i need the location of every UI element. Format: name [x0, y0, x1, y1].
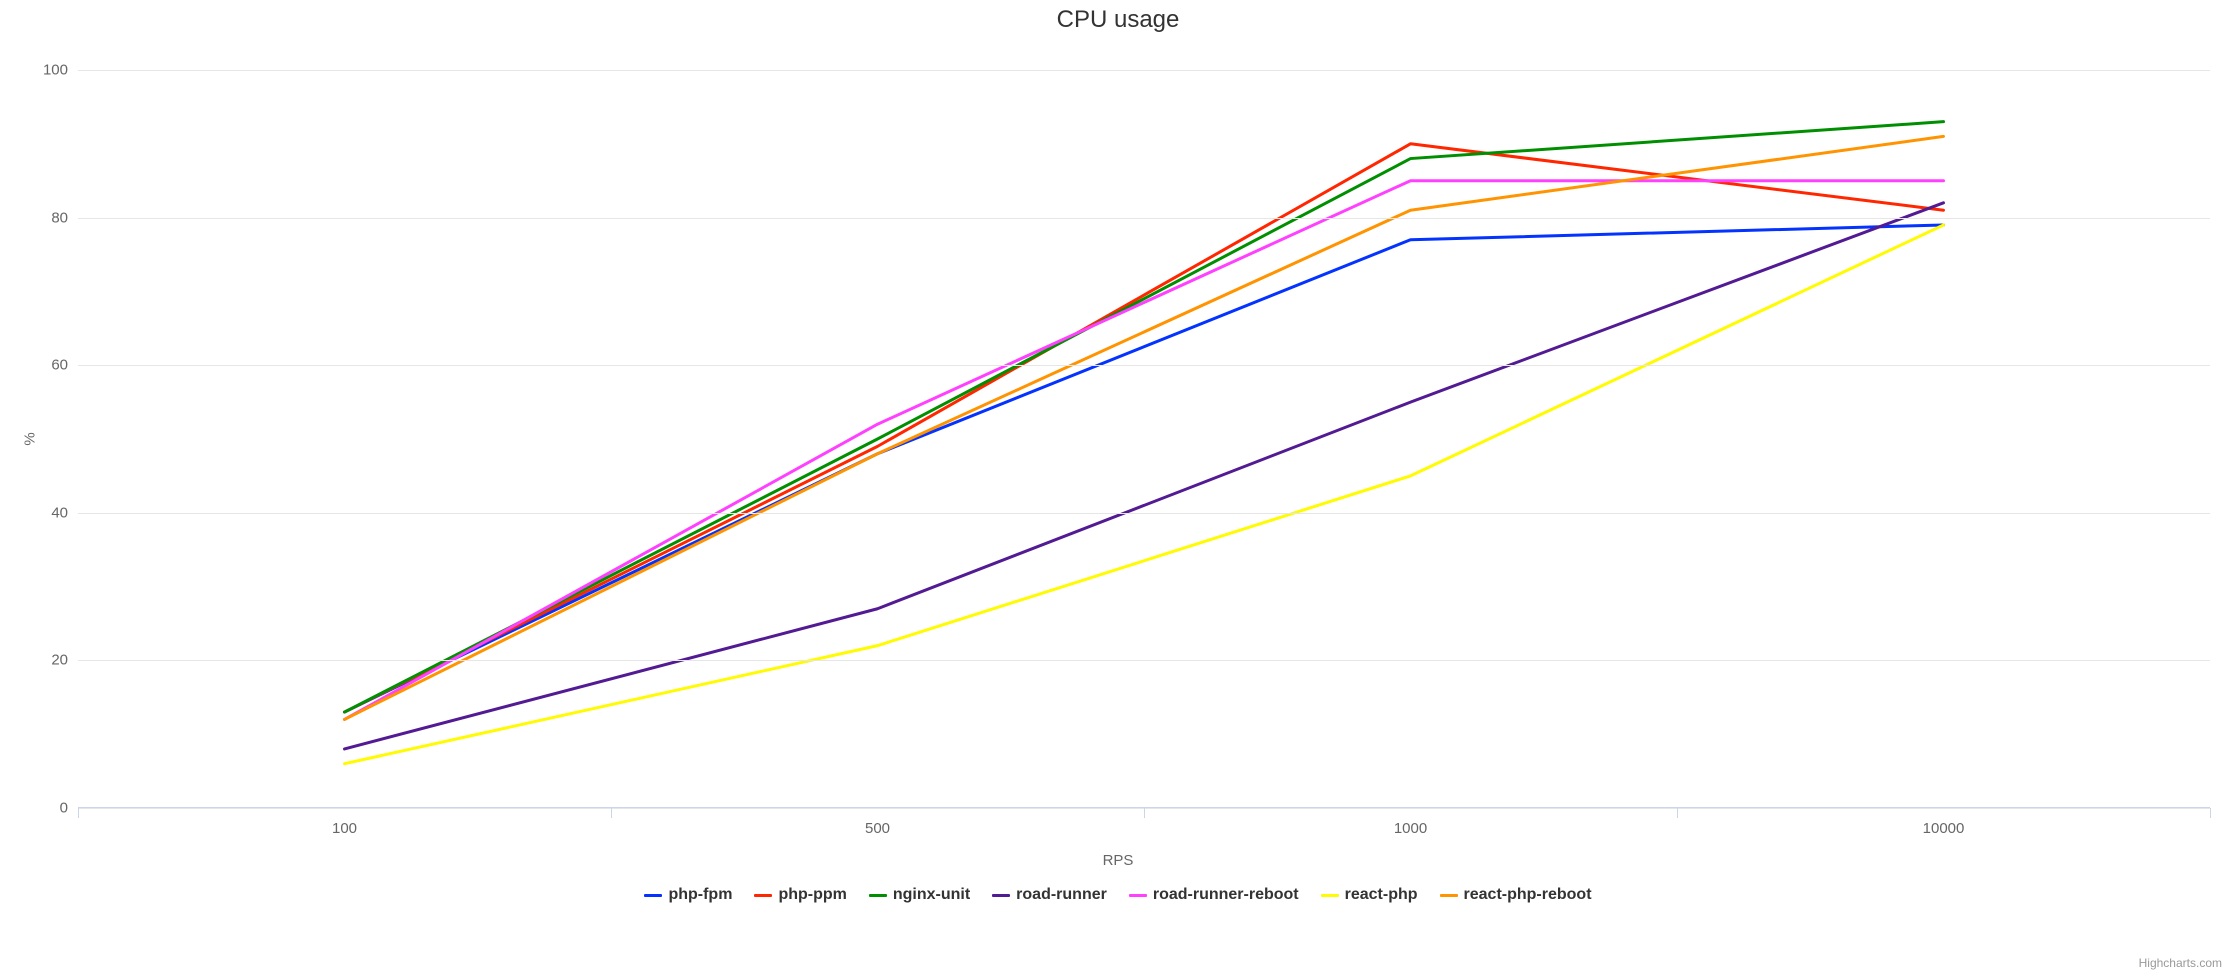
cpu-usage-chart: CPU usage % 020406080100100500100010000 …	[0, 0, 2236, 978]
y-tick-label: 100	[43, 62, 78, 79]
x-tick-label: 100	[332, 808, 357, 837]
legend-item[interactable]: php-ppm	[754, 886, 846, 904]
legend-swatch	[992, 894, 1010, 897]
y-tick-label: 40	[51, 504, 78, 521]
legend-swatch	[754, 894, 772, 897]
legend-label: react-php-reboot	[1464, 886, 1592, 904]
y-axis-title: %	[22, 432, 39, 445]
y-tick-label: 80	[51, 209, 78, 226]
legend-label: php-ppm	[778, 886, 846, 904]
chart-title: CPU usage	[0, 0, 2236, 34]
y-tick-label: 0	[60, 800, 78, 817]
legend-label: nginx-unit	[893, 886, 970, 904]
plot-area: 020406080100100500100010000	[78, 70, 2210, 808]
legend-item[interactable]: react-php-reboot	[1440, 886, 1592, 904]
legend-label: react-php	[1345, 886, 1418, 904]
legend-swatch	[869, 894, 887, 897]
x-tick-mark	[611, 808, 612, 818]
line-series-svg	[78, 70, 2210, 808]
x-tick-mark	[1677, 808, 1678, 818]
legend-item[interactable]: nginx-unit	[869, 886, 970, 904]
credits-link[interactable]: Highcharts.com	[2139, 956, 2222, 970]
legend-item[interactable]: php-fpm	[644, 886, 732, 904]
series-line[interactable]	[345, 181, 1944, 720]
legend-label: road-runner	[1016, 886, 1107, 904]
legend-label: php-fpm	[668, 886, 732, 904]
series-line[interactable]	[345, 225, 1944, 764]
legend-item[interactable]: react-php	[1321, 886, 1418, 904]
series-line[interactable]	[345, 144, 1944, 712]
grid-line	[78, 513, 2210, 514]
grid-line	[78, 365, 2210, 366]
legend-item[interactable]: road-runner-reboot	[1129, 886, 1299, 904]
series-line[interactable]	[345, 203, 1944, 749]
legend-swatch	[1321, 894, 1339, 897]
x-tick-label: 500	[865, 808, 890, 837]
grid-line	[78, 660, 2210, 661]
grid-line	[78, 218, 2210, 219]
x-tick-mark	[1144, 808, 1145, 818]
series-line[interactable]	[345, 136, 1944, 719]
grid-line	[78, 70, 2210, 71]
x-axis-title: RPS	[1103, 852, 1134, 869]
legend-item[interactable]: road-runner	[992, 886, 1107, 904]
legend-swatch	[1129, 894, 1147, 897]
x-tick-label: 10000	[1923, 808, 1965, 837]
x-tick-mark	[2210, 808, 2211, 818]
x-tick-label: 1000	[1394, 808, 1427, 837]
legend-swatch	[1440, 894, 1458, 897]
y-tick-label: 20	[51, 652, 78, 669]
y-tick-label: 60	[51, 357, 78, 374]
x-tick-mark	[78, 808, 79, 818]
series-line[interactable]	[345, 122, 1944, 712]
legend-label: road-runner-reboot	[1153, 886, 1299, 904]
chart-legend: php-fpm php-ppm nginx-unit road-runner road-…	[0, 886, 2236, 904]
legend-swatch	[644, 894, 662, 897]
